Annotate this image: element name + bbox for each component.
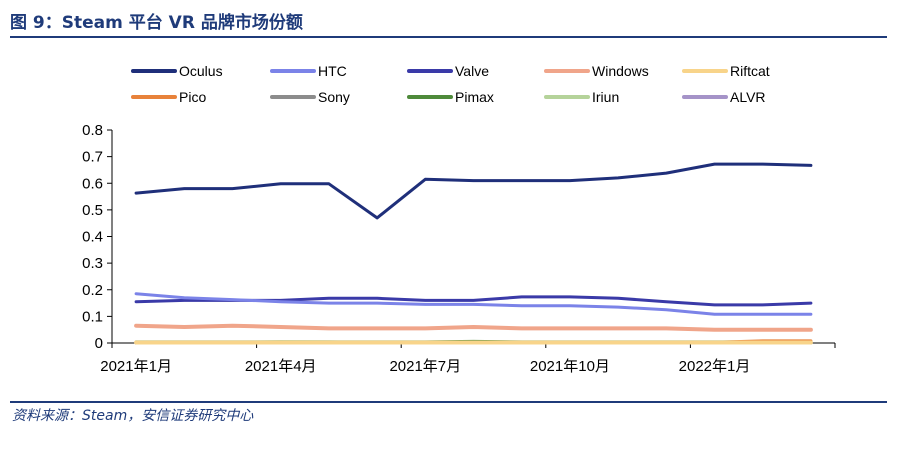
x-tick-label: 2021年4月 [245,358,317,375]
y-tick-label: 0.7 [82,149,103,166]
y-tick-label: 0.8 [82,122,103,139]
y-tick-label: 0 [95,335,103,352]
line-chart: 0 0.1 0.2 0.3 0.4 0.5 0.6 0.7 0.8 2021年1月 2021年4月 2… [82,63,836,375]
source-rule [10,401,887,403]
y-tick-label: 0.1 [82,308,103,325]
x-tick-label: 2021年7月 [389,358,461,375]
legend-label-htc: HTC [318,63,347,79]
source-note: 资料来源：Steam，安信证券研究中心 [12,408,254,424]
legend-label-sony: Sony [318,89,350,105]
series-line-oculus [134,162,813,220]
legend-label-windows: Windows [592,63,649,79]
x-tick-label: 2021年10月 [530,358,610,375]
legend-label-riftcat: Riftcat [730,63,770,79]
series-line-windows [134,323,813,332]
y-tick-label: 0.4 [82,229,103,246]
y-tick-label: 0.2 [82,282,103,299]
legend-label-pico: Pico [179,89,206,105]
series-line-htc [134,292,813,316]
figure-title: 图 9：Steam 平台 VR 品牌市场份额 [10,13,303,33]
title-rule [10,36,887,38]
legend-label-oculus: Oculus [179,63,223,79]
legend-label-iriun: Iriun [592,89,619,105]
y-tick-label: 0.3 [82,255,103,272]
legend-label-valve: Valve [455,63,489,79]
legend-label-alvr: ALVR [730,89,766,105]
y-tick-label: 0.6 [82,175,103,192]
x-tick-label: 2021年1月 [100,358,172,375]
x-tick-label: 2022年1月 [679,358,751,375]
legend-label-pimax: Pimax [455,89,494,105]
y-tick-label: 0.5 [82,202,103,219]
